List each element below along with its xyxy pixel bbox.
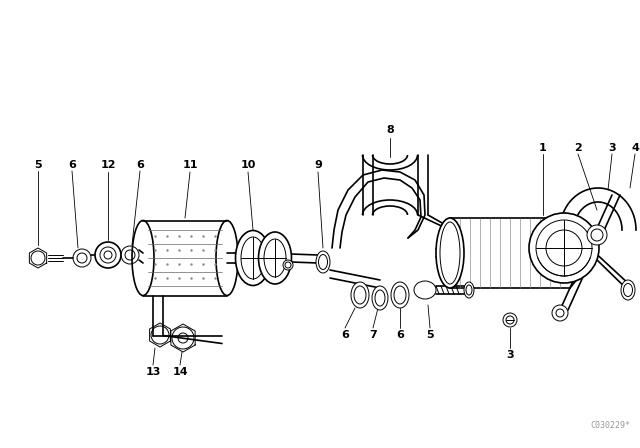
Text: C030229*: C030229* <box>590 421 630 430</box>
Circle shape <box>95 242 121 268</box>
Circle shape <box>546 230 582 266</box>
Ellipse shape <box>316 251 330 273</box>
Text: 6: 6 <box>341 330 349 340</box>
Text: 6: 6 <box>68 160 76 170</box>
Circle shape <box>587 225 607 245</box>
Text: 11: 11 <box>182 160 198 170</box>
Ellipse shape <box>394 286 406 304</box>
Ellipse shape <box>132 220 154 296</box>
Circle shape <box>283 260 293 270</box>
Text: 3: 3 <box>506 350 514 360</box>
Text: 1: 1 <box>539 143 547 153</box>
Text: 4: 4 <box>631 143 639 153</box>
Text: 5: 5 <box>426 330 434 340</box>
Ellipse shape <box>259 232 291 284</box>
Ellipse shape <box>414 281 436 299</box>
Ellipse shape <box>351 282 369 308</box>
Text: 3: 3 <box>608 143 616 153</box>
Circle shape <box>529 213 599 283</box>
Ellipse shape <box>319 254 328 270</box>
Text: 6: 6 <box>136 160 144 170</box>
Ellipse shape <box>216 220 238 296</box>
Text: 12: 12 <box>100 160 116 170</box>
Text: 2: 2 <box>574 143 582 153</box>
Text: 9: 9 <box>314 160 322 170</box>
Text: 14: 14 <box>172 367 188 377</box>
Ellipse shape <box>436 218 464 288</box>
Text: 5: 5 <box>34 160 42 170</box>
Text: 6: 6 <box>396 330 404 340</box>
Circle shape <box>552 305 568 321</box>
Ellipse shape <box>375 290 385 306</box>
Text: 10: 10 <box>240 160 256 170</box>
Ellipse shape <box>391 282 409 308</box>
Circle shape <box>503 313 517 327</box>
Ellipse shape <box>440 222 460 284</box>
Ellipse shape <box>621 280 635 300</box>
Ellipse shape <box>464 282 474 298</box>
Ellipse shape <box>236 231 271 285</box>
Ellipse shape <box>354 286 366 304</box>
Text: 8: 8 <box>386 125 394 135</box>
Text: 13: 13 <box>145 367 161 377</box>
Ellipse shape <box>241 237 265 279</box>
Ellipse shape <box>264 239 286 277</box>
Circle shape <box>536 220 592 276</box>
Ellipse shape <box>372 286 388 310</box>
Text: 7: 7 <box>369 330 377 340</box>
